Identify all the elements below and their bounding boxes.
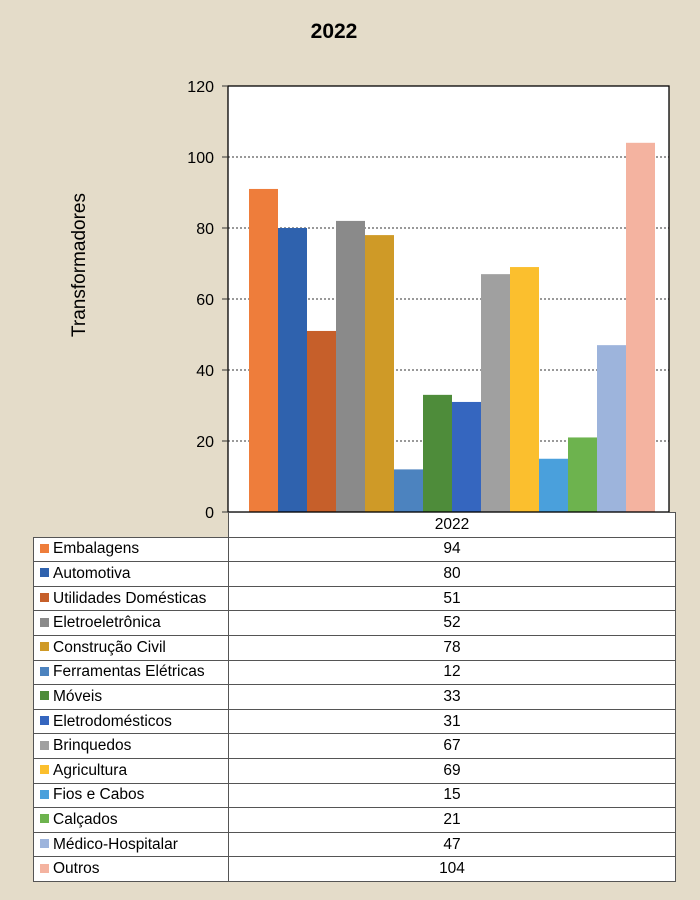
legend-label: Embalagens bbox=[53, 540, 140, 558]
legend-entry: Eletroeletrônica bbox=[33, 610, 229, 636]
y-tick-label: 100 bbox=[187, 150, 214, 167]
legend-row: Embalagens 94 bbox=[33, 536, 676, 563]
y-tick-label: 120 bbox=[187, 79, 214, 96]
legend-swatch bbox=[40, 617, 49, 627]
legend-swatch bbox=[40, 814, 49, 824]
legend-label: Médico-Hospitalar bbox=[53, 835, 178, 853]
data-label: 78 bbox=[228, 634, 676, 661]
bar-fios-e-cabos bbox=[539, 458, 568, 512]
y-tick-label: 20 bbox=[196, 434, 214, 451]
legend-entry: Fios e Cabos bbox=[33, 782, 229, 809]
legend-swatch bbox=[40, 838, 49, 848]
legend-swatch bbox=[40, 740, 49, 750]
data-label: 47 bbox=[228, 831, 676, 858]
bar-m-veis bbox=[423, 394, 452, 512]
legend-entry: Utilidades Domésticas bbox=[33, 585, 229, 612]
legend-row: Brinquedos 67 bbox=[33, 733, 676, 759]
data-label: 80 bbox=[228, 561, 676, 587]
x-axis-category-label: 2022 bbox=[228, 512, 676, 538]
legend-label: Automotiva bbox=[53, 564, 131, 582]
legend-label: Construção Civil bbox=[53, 638, 166, 656]
bar-m-dico-hospitalar bbox=[597, 345, 626, 512]
bar-cal-ados bbox=[568, 437, 597, 512]
data-label: 15 bbox=[228, 782, 676, 809]
legend-row: Móveis 33 bbox=[33, 684, 676, 710]
data-label: 12 bbox=[228, 659, 676, 686]
legend-row: Automotiva 80 bbox=[33, 561, 676, 587]
legend-swatch bbox=[40, 666, 49, 676]
data-label: 69 bbox=[228, 757, 676, 784]
legend-entry: Médico-Hospitalar bbox=[33, 831, 229, 858]
bar-utilidades-dom-sticas bbox=[307, 330, 336, 512]
y-tick-label: 60 bbox=[196, 292, 214, 309]
legend-label: Agricultura bbox=[53, 761, 128, 779]
legend-label: Eletroeletrônica bbox=[53, 614, 161, 632]
legend-entry: Brinquedos bbox=[33, 733, 229, 759]
bar-automotiva bbox=[278, 228, 307, 512]
legend-entry: Ferramentas Elétricas bbox=[33, 659, 229, 686]
bar-embalagens bbox=[249, 188, 278, 512]
bar-eletroeletr-nica bbox=[336, 220, 365, 512]
legend-row: Agricultura 69 bbox=[33, 757, 676, 784]
legend-row: Construção Civil 78 bbox=[33, 634, 676, 661]
legend-swatch bbox=[40, 691, 49, 701]
legend-entry: Outros bbox=[33, 856, 229, 882]
legend-label: Outros bbox=[53, 860, 100, 878]
legend-row: Médico-Hospitalar 47 bbox=[33, 831, 676, 858]
y-tick-labels: 0 20 40 60 80 100 120 bbox=[187, 79, 228, 520]
bar-brinquedos bbox=[481, 274, 510, 512]
y-tick-label: 0 bbox=[205, 505, 214, 520]
legend-label: Brinquedos bbox=[53, 737, 132, 755]
legend-label: Calçados bbox=[53, 810, 118, 828]
legend-row: Utilidades Domésticas 51 bbox=[33, 585, 676, 612]
legend-label: Eletrodomésticos bbox=[53, 712, 172, 730]
legend-row: Eletroeletrônica 52 bbox=[33, 610, 676, 636]
legend-swatch bbox=[40, 568, 49, 578]
legend-entry: Construção Civil bbox=[33, 634, 229, 661]
data-label: 51 bbox=[228, 585, 676, 612]
legend-row: Calçados 21 bbox=[33, 807, 676, 833]
bar-chart: 0 20 40 60 80 100 120 bbox=[187, 79, 670, 520]
bar-constru-o-civil bbox=[365, 235, 394, 512]
legend-row: Eletrodomésticos 31 bbox=[33, 708, 676, 735]
legend-label: Móveis bbox=[53, 687, 103, 705]
legend-swatch bbox=[40, 789, 49, 799]
legend-row: Ferramentas Elétricas 12 bbox=[33, 659, 676, 686]
y-tick-label: 40 bbox=[196, 363, 214, 380]
legend-label: Utilidades Domésticas bbox=[53, 589, 207, 607]
legend-label: Ferramentas Elétricas bbox=[53, 663, 205, 681]
legend-row: Fios e Cabos 15 bbox=[33, 782, 676, 809]
table-corner bbox=[34, 513, 229, 538]
data-label: 21 bbox=[228, 807, 676, 833]
legend-row: Outros 104 bbox=[33, 856, 676, 882]
data-label: 33 bbox=[228, 684, 676, 710]
data-label: 31 bbox=[228, 708, 676, 735]
legend-entry: Calçados bbox=[33, 807, 229, 833]
table-header-row: 2022 bbox=[34, 512, 676, 538]
chart-title: 2022 bbox=[310, 20, 358, 43]
legend-swatch bbox=[40, 863, 49, 873]
legend-swatch bbox=[40, 642, 49, 652]
legend-swatch bbox=[40, 765, 49, 775]
data-label: 52 bbox=[228, 610, 676, 636]
data-label: 94 bbox=[228, 536, 676, 563]
y-tick-label: 80 bbox=[196, 221, 214, 238]
legend-swatch bbox=[40, 592, 49, 602]
legend-entry: Automotiva bbox=[33, 561, 229, 587]
bar-eletrodom-sticos bbox=[452, 401, 481, 512]
bar-ferramentas-el-tricas bbox=[394, 469, 423, 512]
bar-agricultura bbox=[510, 267, 539, 512]
legend-entry: Embalagens bbox=[33, 536, 229, 563]
data-table: 2022 Embalagens 94 Automotiva 80 Utilidades … bbox=[33, 512, 676, 882]
legend-label: Fios e Cabos bbox=[53, 786, 145, 804]
legend-entry: Eletrodomésticos bbox=[33, 708, 229, 735]
legend-entry: Agricultura bbox=[33, 757, 229, 784]
data-label: 67 bbox=[228, 733, 676, 759]
data-label: 104 bbox=[228, 856, 676, 882]
bars bbox=[249, 142, 655, 513]
bar-outros bbox=[626, 142, 655, 513]
legend-swatch bbox=[40, 543, 49, 553]
legend-swatch bbox=[40, 715, 49, 725]
legend-entry: Móveis bbox=[33, 684, 229, 710]
